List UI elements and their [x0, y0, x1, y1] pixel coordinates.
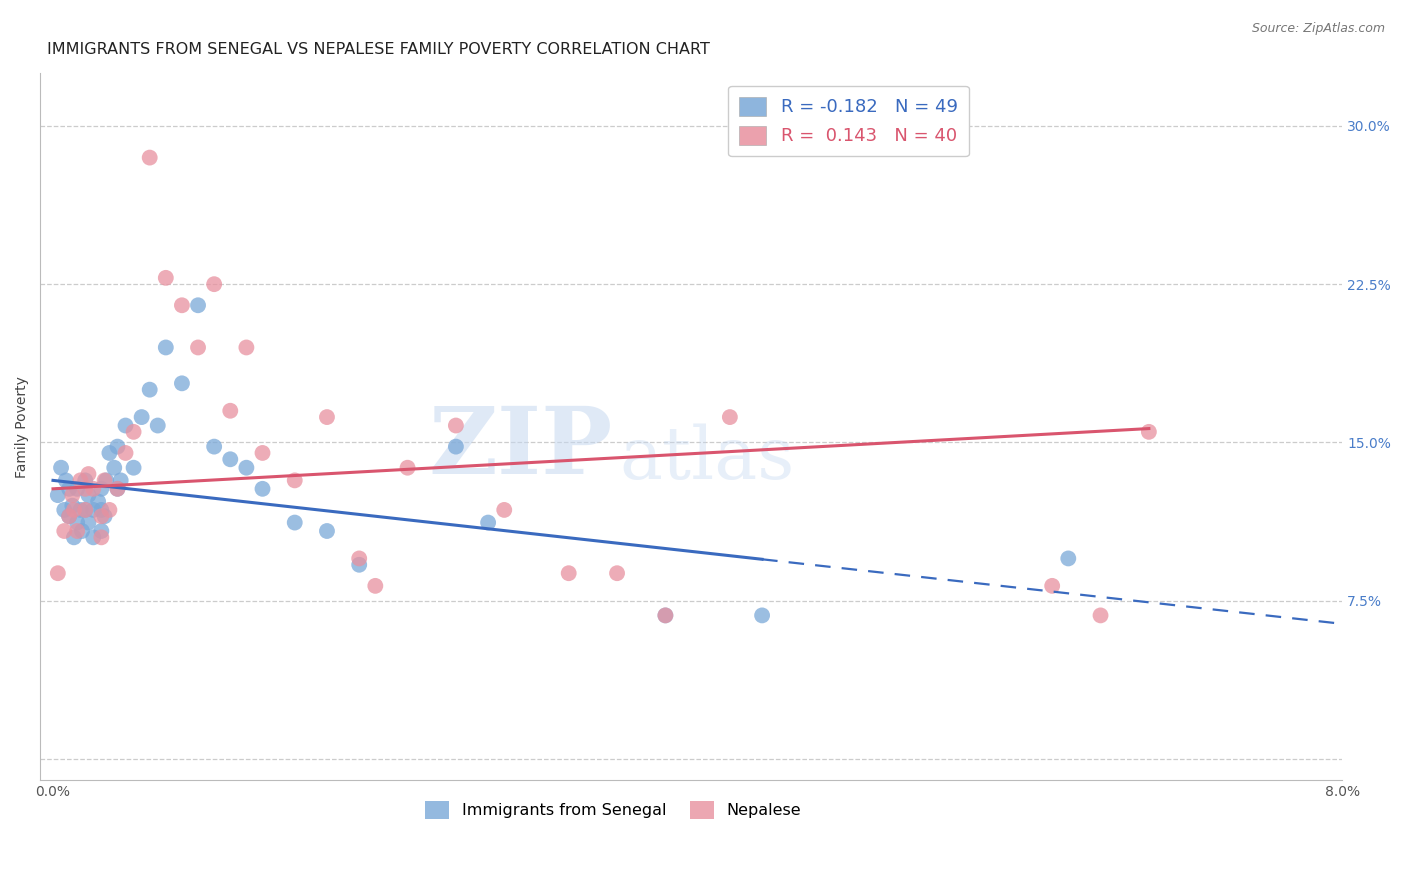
- Point: [202, 440, 225, 454]
- Point: [66, 482, 89, 496]
- Point: [53, 524, 76, 538]
- Point: [284, 516, 307, 530]
- Point: [138, 383, 160, 397]
- Point: [46, 488, 69, 502]
- Point: [69, 503, 91, 517]
- Point: [316, 524, 339, 538]
- Point: [751, 608, 773, 623]
- Point: [75, 482, 97, 496]
- Point: [1057, 551, 1080, 566]
- Text: IMMIGRANTS FROM SENEGAL VS NEPALESE FAMILY POVERTY CORRELATION CHART: IMMIGRANTS FROM SENEGAL VS NEPALESE FAMI…: [46, 42, 710, 57]
- Point: [654, 608, 676, 623]
- Point: [219, 452, 242, 467]
- Point: [75, 474, 97, 488]
- Point: [202, 277, 225, 292]
- Point: [60, 488, 83, 502]
- Legend: Immigrants from Senegal, Nepalese: Immigrants from Senegal, Nepalese: [419, 795, 807, 825]
- Point: [494, 503, 516, 517]
- Point: [77, 516, 100, 530]
- Point: [1090, 608, 1112, 623]
- Point: [444, 440, 467, 454]
- Point: [252, 446, 274, 460]
- Point: [444, 418, 467, 433]
- Point: [87, 494, 110, 508]
- Point: [187, 298, 209, 312]
- Point: [1137, 425, 1160, 439]
- Point: [477, 516, 499, 530]
- Point: [131, 410, 153, 425]
- Point: [347, 551, 370, 566]
- Point: [70, 524, 93, 538]
- Point: [170, 376, 193, 391]
- Text: ZIP: ZIP: [429, 403, 613, 492]
- Point: [58, 509, 80, 524]
- Text: atlas: atlas: [620, 423, 794, 493]
- Point: [90, 530, 112, 544]
- Point: [55, 474, 77, 488]
- Point: [107, 482, 129, 496]
- Point: [82, 503, 104, 517]
- Point: [53, 503, 76, 517]
- Point: [60, 499, 83, 513]
- Point: [58, 482, 80, 496]
- Point: [396, 460, 419, 475]
- Point: [49, 460, 72, 475]
- Point: [77, 488, 100, 502]
- Point: [77, 467, 100, 481]
- Point: [252, 482, 274, 496]
- Point: [146, 418, 169, 433]
- Point: [58, 509, 80, 524]
- Y-axis label: Family Poverty: Family Poverty: [15, 376, 30, 477]
- Point: [364, 579, 387, 593]
- Point: [82, 482, 104, 496]
- Point: [90, 503, 112, 517]
- Point: [90, 524, 112, 538]
- Point: [107, 440, 129, 454]
- Point: [96, 474, 118, 488]
- Point: [187, 341, 209, 355]
- Point: [114, 418, 136, 433]
- Point: [98, 446, 121, 460]
- Point: [235, 341, 257, 355]
- Point: [66, 524, 89, 538]
- Point: [69, 474, 91, 488]
- Point: [1040, 579, 1063, 593]
- Point: [284, 474, 307, 488]
- Point: [718, 410, 741, 425]
- Point: [654, 608, 676, 623]
- Point: [347, 558, 370, 572]
- Point: [122, 460, 145, 475]
- Point: [114, 446, 136, 460]
- Point: [606, 566, 628, 581]
- Point: [107, 482, 129, 496]
- Point: [155, 341, 177, 355]
- Point: [170, 298, 193, 312]
- Point: [235, 460, 257, 475]
- Text: Source: ZipAtlas.com: Source: ZipAtlas.com: [1251, 22, 1385, 36]
- Point: [75, 503, 97, 517]
- Point: [98, 503, 121, 517]
- Point: [122, 425, 145, 439]
- Point: [93, 474, 115, 488]
- Point: [557, 566, 579, 581]
- Point: [316, 410, 339, 425]
- Point: [90, 482, 112, 496]
- Point: [138, 151, 160, 165]
- Point: [63, 503, 86, 517]
- Point: [66, 516, 89, 530]
- Point: [75, 503, 97, 517]
- Point: [103, 460, 125, 475]
- Point: [155, 270, 177, 285]
- Point: [90, 509, 112, 524]
- Point: [110, 474, 132, 488]
- Point: [219, 403, 242, 417]
- Point: [46, 566, 69, 581]
- Point: [63, 530, 86, 544]
- Point: [93, 509, 115, 524]
- Point: [82, 530, 104, 544]
